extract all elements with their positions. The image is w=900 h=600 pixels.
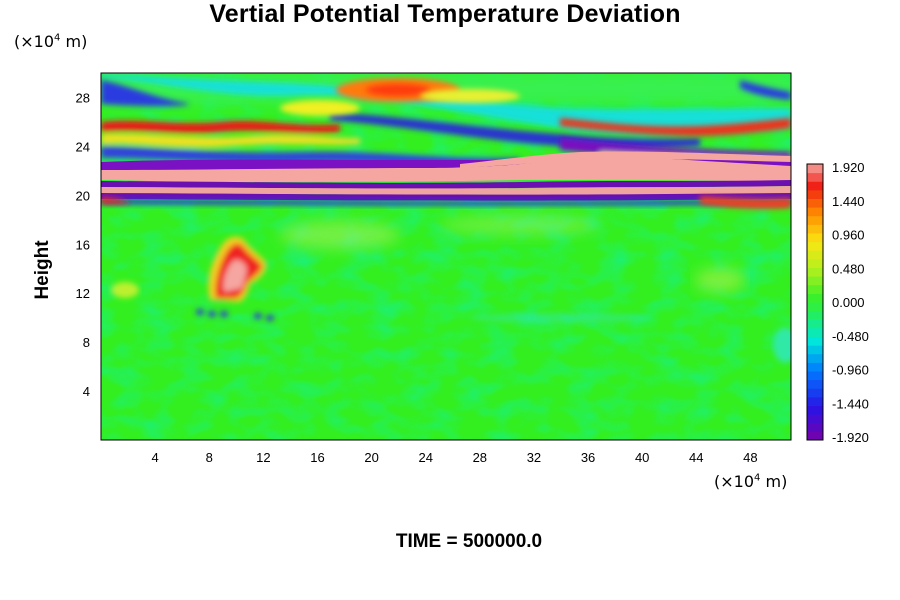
- colorbar-swatch: [807, 371, 823, 381]
- pink-band-upper-strand: [460, 151, 791, 168]
- x-tick-label: 12: [256, 450, 270, 465]
- colorbar-swatch: [807, 310, 823, 320]
- colorbar: [806, 163, 824, 441]
- colorbar-swatch: [807, 276, 823, 286]
- y-tick-label: 4: [83, 384, 90, 399]
- y-tick-label: 16: [76, 237, 90, 252]
- y-tick-label: 28: [76, 90, 90, 105]
- cold-band-upper: [330, 112, 700, 149]
- red-fringe-left: [101, 197, 130, 204]
- y-tick-label: 20: [76, 188, 90, 203]
- colorbar-label: 1.440: [832, 194, 865, 209]
- yellow-patch-upper: [280, 100, 360, 116]
- y-tick-label: 24: [76, 139, 90, 154]
- y-tick-label: 12: [76, 286, 90, 301]
- colorbar-swatch: [807, 379, 823, 389]
- y-axis-ticks: 4 8 12 16 20 24 28: [76, 90, 90, 399]
- colorbar-swatch: [807, 189, 823, 199]
- pink-band: [101, 156, 791, 182]
- colorbar-swatch: [807, 164, 823, 174]
- colorbar-swatch: [807, 327, 823, 337]
- colorbar-swatch: [807, 198, 823, 208]
- y-tick-label: 8: [83, 335, 90, 350]
- colorbar-label: 1.920: [832, 160, 865, 175]
- x-tick-label: 16: [310, 450, 324, 465]
- colorbar-swatch: [807, 405, 823, 415]
- colorbar-label: -1.440: [832, 396, 869, 411]
- light-green-patch-1: [280, 221, 400, 249]
- colorbar-swatch: [807, 207, 823, 217]
- wave-red-1: [101, 120, 340, 134]
- colorbar-swatch: [807, 319, 823, 329]
- colorbar-swatch: [807, 388, 823, 398]
- colorbar-swatch: [807, 422, 823, 432]
- light-green-patch-3: [695, 268, 745, 292]
- x-tick-label: 24: [418, 450, 432, 465]
- colorbar-swatch: [807, 258, 823, 268]
- colorbar-swatch: [807, 181, 823, 191]
- x-tick-label: 44: [689, 450, 703, 465]
- red-fringe-right: [700, 196, 791, 209]
- colorbar-swatch: [807, 396, 823, 406]
- colorbar-labels: 1.920 1.440 0.960 0.480 0.000 -0.480 -0.960 -1.…: [832, 160, 869, 445]
- yellow-patch-left: [111, 282, 139, 298]
- pink-band-lower: [101, 186, 791, 195]
- colorbar-swatch: [807, 302, 823, 312]
- colorbar-frame: [806, 163, 824, 441]
- plume-pink: [223, 259, 247, 292]
- colorbar-label: 0.000: [832, 295, 865, 310]
- x-axis-ticks: 4 8 12 16 20 24 28 32 36 40 44 48: [152, 450, 758, 465]
- x-tick-label: 36: [581, 450, 595, 465]
- x-tick-label: 48: [743, 450, 757, 465]
- x-tick-label: 20: [364, 450, 378, 465]
- cyan-streak-mid: [470, 313, 650, 323]
- upper-cyan-band-left: [101, 74, 791, 135]
- colorbar-label: -0.960: [832, 363, 869, 378]
- colorbar-label: -1.920: [832, 430, 869, 445]
- x-tick-label: 40: [635, 450, 649, 465]
- warm-patch-upper-core: [366, 84, 430, 96]
- colorbar-swatch: [807, 284, 823, 294]
- colorbar-label: -0.480: [832, 329, 869, 344]
- colorbar-swatch: [807, 431, 823, 441]
- colorbar-swatch: [807, 267, 823, 277]
- colorbar-swatch: [807, 345, 823, 355]
- upper-blue-band-left: [101, 80, 189, 107]
- colorbar-label: 0.480: [832, 261, 865, 276]
- colorbar-swatch: [807, 336, 823, 346]
- x-tick-label: 4: [152, 450, 159, 465]
- colorbar-swatch: [807, 224, 823, 234]
- x-tick-label: 8: [206, 450, 213, 465]
- purple-band-mid: [101, 180, 791, 189]
- colorbar-swatch: [807, 172, 823, 182]
- plot-frame: [100, 72, 792, 441]
- colorbar-swatch: [807, 414, 823, 424]
- warm-plume: [208, 236, 267, 302]
- blue-dots: [196, 309, 274, 321]
- wave-yellow-1: [101, 133, 360, 148]
- x-tick-label: 32: [527, 450, 541, 465]
- x-tick-label: 28: [473, 450, 487, 465]
- x-unit-label: (×104 m): [714, 472, 788, 491]
- colorbar-swatch: [807, 293, 823, 303]
- heatmap-field: [101, 73, 791, 440]
- time-label: TIME = 500000.0: [395, 531, 543, 552]
- blue-fringe-bottom: [101, 199, 791, 206]
- y-unit-label: (×104 m): [14, 32, 88, 51]
- wave-red-2: [560, 118, 791, 136]
- yellow-patch-upper-2: [420, 89, 520, 103]
- purple-band-bottom: [101, 193, 791, 201]
- colorbar-label: 0.960: [832, 228, 865, 243]
- colorbar-swatch: [807, 241, 823, 251]
- colorbar-swatch: [807, 362, 823, 372]
- colorbar-swatch: [807, 233, 823, 243]
- upper-blue-band-right: [740, 80, 791, 100]
- colorbar-swatch: [807, 215, 823, 225]
- colorbar-swatch: [807, 250, 823, 260]
- light-green-patch-2: [440, 215, 600, 235]
- cyan-patch-right: [773, 327, 791, 363]
- colorbar-swatch: [807, 353, 823, 363]
- chart-title: Vertial Potential Temperature Deviation: [209, 0, 681, 28]
